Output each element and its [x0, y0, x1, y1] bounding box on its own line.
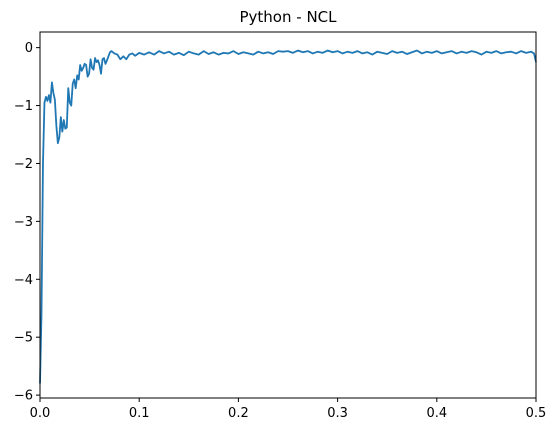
plot-area-frame [39, 31, 537, 399]
x-tick-label: 0.4 [426, 406, 447, 421]
chart-title: Python - NCL [240, 8, 338, 26]
y-tick-label: 0 [25, 41, 33, 56]
x-tick-label: 0.2 [228, 406, 249, 421]
x-tick-label: 0.1 [129, 406, 150, 421]
y-tick-label: −5 [14, 331, 33, 346]
y-tick-label: −3 [14, 215, 33, 230]
y-tick-label: −1 [14, 99, 33, 114]
axis-ticks: 0.0 0.1 0.2 0.3 0.4 0.5 0 −1 −2 −3 −4 −5 −6 [14, 41, 547, 421]
series-layer [39, 49, 537, 384]
series-line [39, 49, 537, 384]
y-tick-label: −4 [14, 273, 33, 288]
x-tick-label: 0.5 [526, 406, 547, 421]
x-tick-label: 0.0 [30, 406, 51, 421]
y-tick-label: −2 [14, 157, 33, 172]
x-tick-label: 0.3 [327, 406, 348, 421]
y-tick-label: −6 [14, 389, 33, 404]
